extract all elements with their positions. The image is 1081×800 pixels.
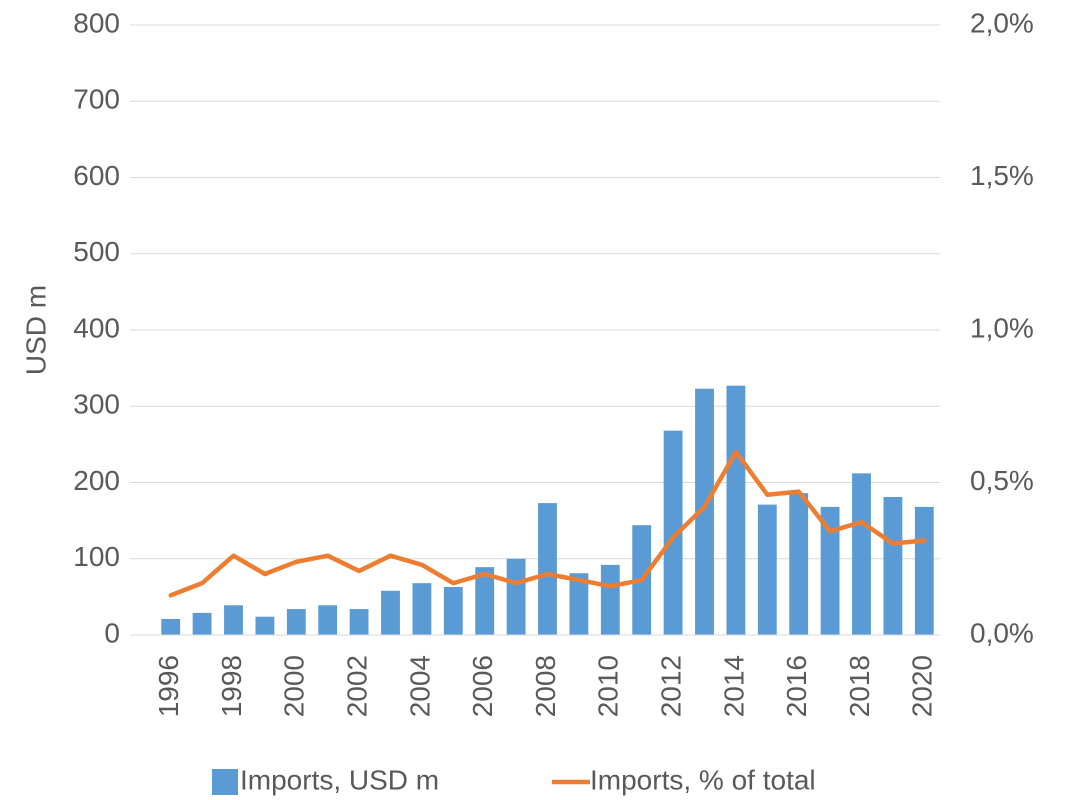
x-tick-label: 2010 [593, 655, 624, 717]
bar [349, 609, 369, 635]
bar [726, 385, 746, 635]
legend-label: Imports, USD m [240, 764, 439, 795]
x-tick-label: 2012 [655, 655, 686, 717]
x-tick-label: 2006 [467, 655, 498, 717]
bar [286, 609, 306, 635]
bar [192, 612, 212, 635]
bar [161, 618, 181, 635]
bar [381, 590, 400, 635]
bar [695, 388, 714, 635]
y2-tick-label: 2,0% [970, 7, 1034, 38]
y-axis-label: USD m [20, 285, 51, 375]
y-tick-label: 700 [73, 84, 120, 115]
bar [914, 506, 934, 635]
bar [255, 616, 275, 635]
legend-label: Imports, % of total [590, 764, 816, 795]
bar [318, 605, 338, 635]
y-tick-label: 100 [73, 541, 120, 572]
bar [663, 430, 683, 635]
x-tick-label: 2018 [844, 655, 875, 717]
y-tick-label: 500 [73, 236, 120, 267]
x-tick-label: 1996 [153, 655, 184, 717]
bar [600, 564, 620, 635]
y-tick-label: 0 [104, 617, 120, 648]
x-tick-label: 2004 [404, 655, 435, 717]
y-tick-label: 300 [73, 389, 120, 420]
x-tick-label: 2000 [279, 655, 310, 717]
y2-tick-label: 1,5% [970, 160, 1034, 191]
bar [883, 496, 903, 635]
x-tick-label: 2008 [530, 655, 561, 717]
x-tick-label: 1998 [216, 655, 247, 717]
bar [538, 503, 557, 635]
bar [569, 573, 589, 635]
bar [757, 504, 777, 635]
bar [820, 506, 840, 635]
bar [506, 558, 526, 635]
bar [443, 586, 463, 635]
y2-tick-label: 1,0% [970, 312, 1034, 343]
bar [852, 473, 871, 635]
x-tick-label: 2002 [341, 655, 372, 717]
y-tick-label: 600 [73, 160, 120, 191]
y-tick-label: 200 [73, 465, 120, 496]
x-tick-label: 2020 [907, 655, 938, 717]
bar [224, 605, 243, 635]
bar [475, 567, 495, 635]
y2-tick-label: 0,0% [970, 617, 1034, 648]
x-tick-label: 2016 [781, 655, 812, 717]
y-tick-label: 800 [73, 7, 120, 38]
y-tick-label: 400 [73, 312, 120, 343]
bar [789, 493, 809, 635]
bar [412, 583, 432, 635]
line [168, 449, 927, 598]
legend-swatch [212, 769, 238, 795]
x-tick-label: 2014 [718, 655, 749, 717]
y2-tick-label: 0,5% [970, 465, 1034, 496]
